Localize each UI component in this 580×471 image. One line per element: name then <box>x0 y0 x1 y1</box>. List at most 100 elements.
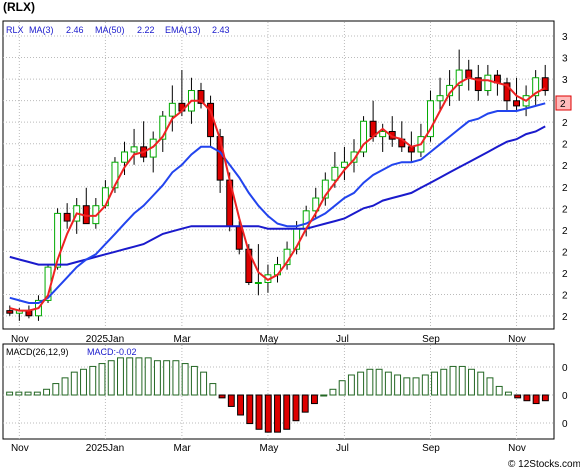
legend-ema13-label: EMA(13) <box>165 25 201 35</box>
candle-down <box>197 90 205 104</box>
macd-bar-positive <box>431 371 438 396</box>
price-tick-label: 2 <box>562 140 568 151</box>
macd-bar-negative <box>523 394 531 402</box>
macd-bar-positive <box>61 377 69 396</box>
macd-bar-positive <box>366 368 374 396</box>
candle-up <box>360 120 368 153</box>
price-axis: 33332222222222 <box>562 32 568 323</box>
macd-bar-positive <box>384 371 392 396</box>
macd-bar-positive <box>33 391 41 396</box>
macd-bar-positive <box>338 380 346 396</box>
macd-bar-positive <box>421 374 429 396</box>
macd-bar-negative <box>255 394 263 430</box>
candle-up <box>254 281 262 284</box>
macd-bar-positive <box>347 374 355 396</box>
candle-down <box>235 225 243 250</box>
x-tick-label: Nov <box>508 334 526 345</box>
macd-bar-negative <box>292 394 300 422</box>
footer-credit: © 12Stocks.com <box>508 459 580 470</box>
candle-up <box>130 146 138 153</box>
x-tick-label: 2025Jan <box>86 443 124 454</box>
price-tick-label: 2 <box>562 118 568 129</box>
macd-label: MACD(26,12,9) <box>6 347 69 357</box>
macd-bar-positive <box>477 371 485 396</box>
macd-bar-positive <box>89 365 97 396</box>
chart-title: (RLX) <box>3 0 35 14</box>
legend-ma3-value: 2.46 <box>66 25 84 35</box>
candle-down <box>6 310 14 314</box>
last-price-box <box>555 95 572 111</box>
macd-bar-positive <box>24 391 32 396</box>
macd-bar-positive <box>190 365 198 396</box>
macd-bar-positive <box>15 391 23 396</box>
ma50-line <box>9 125 546 266</box>
macd-bar-positive <box>181 363 189 396</box>
x-tick-label: Sep <box>422 334 440 345</box>
macd-bar-positive <box>107 360 115 396</box>
price-tick-label: 3 <box>562 54 568 65</box>
macd-bar-positive <box>449 365 457 396</box>
price-tick-label: 2 <box>562 312 568 323</box>
candle-up <box>484 74 492 92</box>
candle-up <box>159 115 167 140</box>
macd-bar-positive <box>394 374 402 396</box>
price-tick-label: 2 <box>562 183 568 194</box>
candle-down <box>503 82 511 102</box>
macd-bar-negative <box>514 394 522 399</box>
candle-up <box>111 161 119 189</box>
x-tick-label: May <box>260 334 279 345</box>
macd-bar-negative <box>283 394 291 430</box>
x-axis-top: Nov 2025Jan Mar May Jul Sep Nov <box>11 334 526 345</box>
x-tick-label: May <box>260 443 279 454</box>
macd-bar-negative <box>227 394 235 407</box>
price-tick-label: 2 <box>562 269 568 280</box>
candle-up <box>168 102 176 117</box>
macd-bar-positive <box>320 394 328 397</box>
macd-bar-positive <box>117 357 124 396</box>
x-axis-bottom: Nov 2025Jan Mar May Jul Sep Nov <box>11 443 526 454</box>
x-tick-label: Nov <box>11 443 29 454</box>
macd-bar-negative <box>218 394 226 399</box>
macd-value-label: MACD:-0.02 <box>87 347 137 357</box>
macd-bar-positive <box>486 377 494 396</box>
macd-bar-positive <box>200 371 208 396</box>
candle-up <box>312 197 320 212</box>
macd-bar-positive <box>70 371 78 396</box>
x-tick-label: Sep <box>422 443 440 454</box>
macd-bar-positive <box>6 391 14 396</box>
macd-bar-positive <box>357 371 365 396</box>
price-panel <box>2 20 555 330</box>
macd-bar-negative <box>532 394 540 405</box>
macd-bar-negative <box>237 394 245 416</box>
price-tick-label: 2 <box>562 290 568 301</box>
x-tick-label: 2025Jan <box>86 334 124 345</box>
candle-up <box>455 69 463 86</box>
x-tick-label: Mar <box>173 443 191 454</box>
macd-bar-positive <box>43 388 51 396</box>
macd-bar-negative <box>310 394 318 405</box>
macd-bar-positive <box>135 357 143 396</box>
macd-bar-positive <box>329 388 337 396</box>
price-tick-label: 3 <box>562 32 568 43</box>
x-tick-label: Nov <box>11 334 29 345</box>
macd-tick-label: 0 <box>562 419 568 430</box>
candle-up <box>321 179 329 199</box>
macd-bar-positive <box>144 357 152 396</box>
macd-bar-positive <box>172 360 180 396</box>
ma3-line <box>9 76 546 312</box>
macd-bar-positive <box>153 360 161 396</box>
legend-ema13-value: 2.43 <box>212 25 230 35</box>
macd-tick-label: 0 <box>562 363 568 374</box>
candle-down <box>513 100 520 107</box>
x-tick-label: Mar <box>173 334 191 345</box>
candle-up <box>54 212 62 268</box>
price-tick-label: 2 <box>562 204 568 215</box>
macd-bar-positive <box>504 391 512 396</box>
macd-bar-positive <box>209 383 217 396</box>
macd-bar-positive <box>403 377 411 396</box>
macd-bar-positive <box>126 357 134 396</box>
x-tick-label: Jul <box>336 443 349 454</box>
candle-down <box>474 77 482 92</box>
macd-bar-negative <box>541 394 549 402</box>
